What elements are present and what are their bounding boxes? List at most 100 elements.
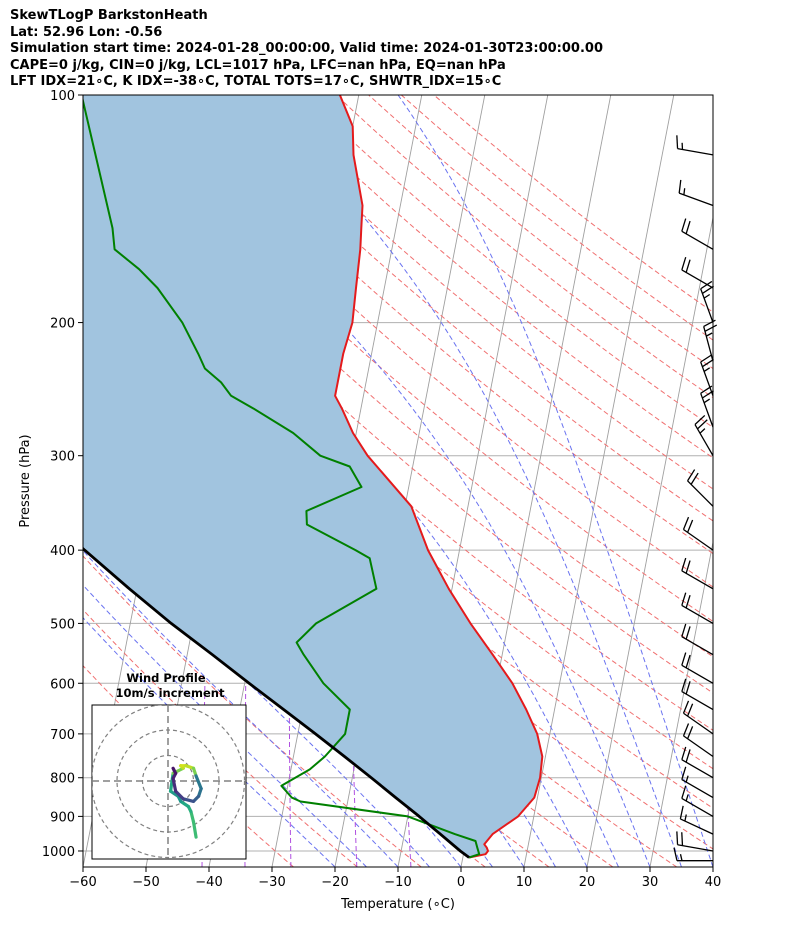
wind-barb-staff xyxy=(677,147,714,156)
moist-adiabat xyxy=(83,146,619,867)
y-tick-label: 200 xyxy=(50,317,75,332)
wind-barb-flag xyxy=(685,259,691,273)
wind-barb-flag xyxy=(702,358,714,368)
wind-barb xyxy=(681,592,714,624)
wind-barb-flag xyxy=(681,785,687,799)
inset-subtitle: 10m/s increment xyxy=(116,686,225,700)
wind-barb-flag xyxy=(679,805,684,820)
wind-barb-staff xyxy=(683,528,714,551)
dry-adiabat xyxy=(237,95,713,490)
wind-barb-flag xyxy=(685,681,691,695)
wind-barb-half-flag xyxy=(703,398,711,404)
wind-barb-staff xyxy=(680,818,714,835)
wind-barb-staff xyxy=(681,636,714,656)
x-tick-label: −20 xyxy=(321,875,348,890)
wind-barb-staff xyxy=(681,797,714,817)
isotherm-line xyxy=(523,95,675,867)
dewpoint-line xyxy=(83,96,481,859)
wind-barb xyxy=(694,414,714,457)
mixing-ratio-line xyxy=(288,683,292,867)
inset-title: Wind Profile xyxy=(126,671,206,685)
wind-barb xyxy=(681,746,714,779)
wind-barb-staff xyxy=(681,230,714,250)
dry-adiabat xyxy=(83,103,713,658)
wind-barb-staff xyxy=(683,735,714,758)
hodograph-segment xyxy=(174,789,185,801)
wind-barb-flag xyxy=(687,519,694,533)
wind-barb-flag xyxy=(676,135,679,149)
wind-barb-flag xyxy=(703,319,716,328)
wind-barb-staff xyxy=(703,326,714,362)
wind-barb xyxy=(678,179,714,207)
wind-barb-flag xyxy=(681,766,687,780)
x-tick-label: −40 xyxy=(195,875,222,890)
wind-barb-flag xyxy=(681,592,687,606)
wind-barb-flag xyxy=(685,560,691,574)
moist-adiabat xyxy=(132,95,651,867)
wind-barb-flag xyxy=(686,469,696,482)
wind-barb-flag xyxy=(681,652,687,666)
wind-barb-staff xyxy=(681,269,714,289)
x-tick-label: −60 xyxy=(69,875,96,890)
wind-barb xyxy=(681,652,714,684)
wind-barb-staff xyxy=(681,570,714,590)
wind-barb xyxy=(673,847,713,862)
wind-barb-half-flag xyxy=(699,428,706,434)
wind-barb-flag xyxy=(681,832,684,846)
wind-barb-staff xyxy=(681,604,714,624)
wind-barb xyxy=(681,766,714,799)
hodograph-segment xyxy=(194,774,203,791)
x-tick-label: 30 xyxy=(642,875,659,890)
wind-barb-flag xyxy=(682,700,690,714)
hodograph-segment xyxy=(171,766,178,775)
wind-barb xyxy=(681,557,714,590)
wind-barb-staff xyxy=(678,192,714,207)
wind-barb-flag xyxy=(687,703,694,717)
wind-barb-staff xyxy=(700,361,714,397)
wind-barb-flag xyxy=(682,723,690,737)
chart-title-block: SkewTLogP BarkstonHeath Lat: 52.96 Lon: … xyxy=(10,8,603,91)
cape-cin-shading xyxy=(83,95,543,858)
wind-barb-staff xyxy=(694,424,714,457)
x-axis-label: Temperature (∘C) xyxy=(340,897,455,912)
wind-barb xyxy=(679,805,714,835)
wind-barb-flag xyxy=(682,516,690,530)
y-tick-label: 1000 xyxy=(42,845,75,860)
x-tick-label: 40 xyxy=(705,875,722,890)
isotherm-line xyxy=(649,539,713,867)
title-cape: CAPE=0 j/kg, CIN=0 j/kg, LCL=1017 hPa, L… xyxy=(10,57,506,73)
wind-barb-staff xyxy=(681,664,714,684)
moist-adiabat xyxy=(83,584,367,867)
wind-barb-flag xyxy=(681,257,687,271)
wind-barb-flag xyxy=(685,626,691,640)
wind-barb xyxy=(676,135,714,156)
wind-barb-staff xyxy=(681,779,714,799)
x-tick-label: 10 xyxy=(516,875,533,890)
x-tick-label: 0 xyxy=(457,875,465,890)
x-tick-label: −50 xyxy=(132,875,159,890)
wind-barb-staff xyxy=(681,759,714,779)
wind-barb-staff xyxy=(681,690,714,711)
title-indices: LFT IDX=21∘C, K IDX=-38∘C, TOTAL TOTS=17… xyxy=(10,74,502,89)
y-tick-label: 500 xyxy=(50,617,75,632)
wind-barb-staff xyxy=(700,393,714,428)
title-station: SkewTLogP BarkstonHeath xyxy=(10,8,208,23)
y-tick-label: 900 xyxy=(50,810,75,825)
y-tick-label: 600 xyxy=(50,677,75,692)
title-times: Simulation start time: 2024-01-28_00:00:… xyxy=(10,41,603,56)
x-tick-label: −10 xyxy=(384,875,411,890)
wind-barb-flag xyxy=(687,726,694,739)
wind-barb-flag xyxy=(694,414,706,425)
wind-barb-flag xyxy=(681,623,687,637)
wind-barb-flag xyxy=(685,220,691,235)
wind-barb-flag xyxy=(681,678,687,692)
hodograph-segment xyxy=(181,797,196,804)
hodograph-segment xyxy=(189,809,196,824)
wind-barb xyxy=(682,723,714,758)
wind-barb-half-flag xyxy=(684,814,687,822)
wind-barb xyxy=(676,831,714,852)
wind-barb-flag xyxy=(685,749,691,763)
wind-barb-half-flag xyxy=(683,188,686,195)
parcel-profile-line xyxy=(83,546,470,859)
